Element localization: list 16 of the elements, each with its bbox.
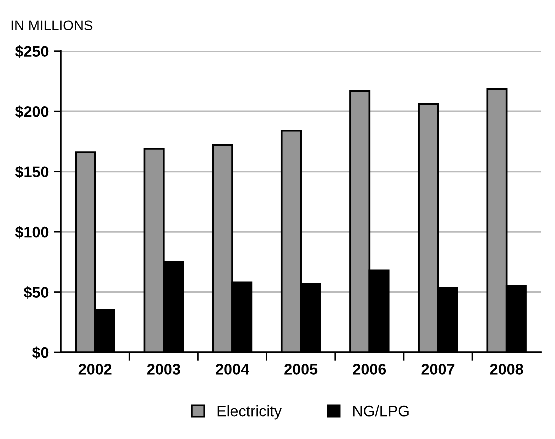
x-tick-label: 2003: [147, 364, 180, 375]
x-tick-label: 2002: [78, 364, 112, 375]
y-tick-label: $200: [15, 106, 49, 118]
legend-label: Electricity: [218, 406, 282, 420]
x-tick-label: 2006: [353, 364, 386, 375]
x-tick-label: 2004: [216, 364, 250, 375]
legend-label: NG/LPG: [354, 406, 409, 417]
y-tick-label: $0: [32, 346, 49, 360]
y-axis-title: IN MILLIONS: [12, 20, 93, 31]
y-tick-label: $250: [15, 46, 49, 58]
y-tick-label: $150: [15, 166, 49, 178]
x-tick-label: 2005: [284, 364, 318, 375]
x-tick-label: 2007: [422, 364, 455, 375]
y-tick-label: $100: [15, 226, 49, 239]
x-tick-label: 2008: [490, 364, 524, 375]
y-tick-label: $50: [24, 286, 49, 299]
